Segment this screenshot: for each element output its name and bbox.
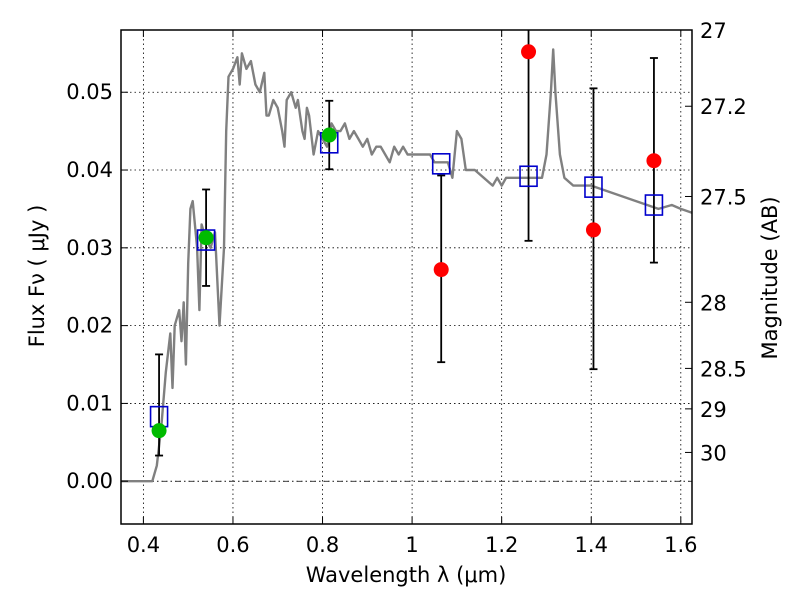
x-tick-label: 0.4 bbox=[127, 533, 160, 557]
right-tick-label: 29 bbox=[700, 398, 727, 422]
observed-flux-point bbox=[585, 222, 601, 238]
observed-flux-point bbox=[198, 230, 214, 246]
right-tick-label: 30 bbox=[700, 441, 727, 465]
model-flux-square bbox=[644, 194, 664, 216]
right-axis-label: Magnitude (AB) bbox=[758, 196, 782, 359]
y-tick-label: 0.04 bbox=[66, 158, 113, 182]
right-tick-label: 27 bbox=[700, 19, 727, 43]
model-flux-square bbox=[519, 165, 538, 188]
x-tick-label: 1.2 bbox=[485, 533, 518, 557]
x-tick-label: 1 bbox=[405, 533, 418, 557]
markers bbox=[149, 44, 664, 439]
error-bars bbox=[155, 30, 658, 457]
right-tick-label: 27.5 bbox=[700, 185, 747, 209]
observed-flux-point bbox=[646, 153, 662, 169]
model-flux-square bbox=[196, 229, 216, 251]
x-tick-label: 1.6 bbox=[664, 533, 697, 557]
observed-flux-point bbox=[433, 262, 449, 278]
right-tick-label: 28 bbox=[700, 291, 727, 315]
y-tick-label: 0.00 bbox=[66, 469, 113, 493]
right-tick-label: 27.2 bbox=[700, 95, 747, 119]
y-axis-label: Flux Fν ( μJy ) bbox=[25, 205, 49, 348]
y-tick-label: 0.05 bbox=[66, 80, 113, 104]
x-tick-label: 0.8 bbox=[306, 533, 339, 557]
observed-flux-point bbox=[151, 423, 167, 439]
x-axis-label: Wavelength λ (μm) bbox=[306, 563, 507, 587]
observed-flux-point bbox=[521, 44, 537, 60]
x-tick-label: 1.4 bbox=[575, 533, 608, 557]
model-flux-square bbox=[431, 153, 451, 175]
y-tick-label: 0.02 bbox=[66, 314, 113, 338]
model-flux-square bbox=[584, 176, 603, 198]
y-tick-label: 0.01 bbox=[66, 391, 113, 415]
observed-flux-point bbox=[321, 127, 337, 143]
y-tick-label: 0.03 bbox=[66, 236, 113, 260]
right-tick-label: 28.5 bbox=[700, 357, 747, 381]
ticks: 0.4 0.6 0.8 1 1.2 1.4 1.6 0.00 0.01 0.02 0.03 0.04 0… bbox=[66, 19, 747, 557]
x-tick-label: 0.6 bbox=[216, 533, 249, 557]
plot-frame bbox=[120, 29, 693, 525]
